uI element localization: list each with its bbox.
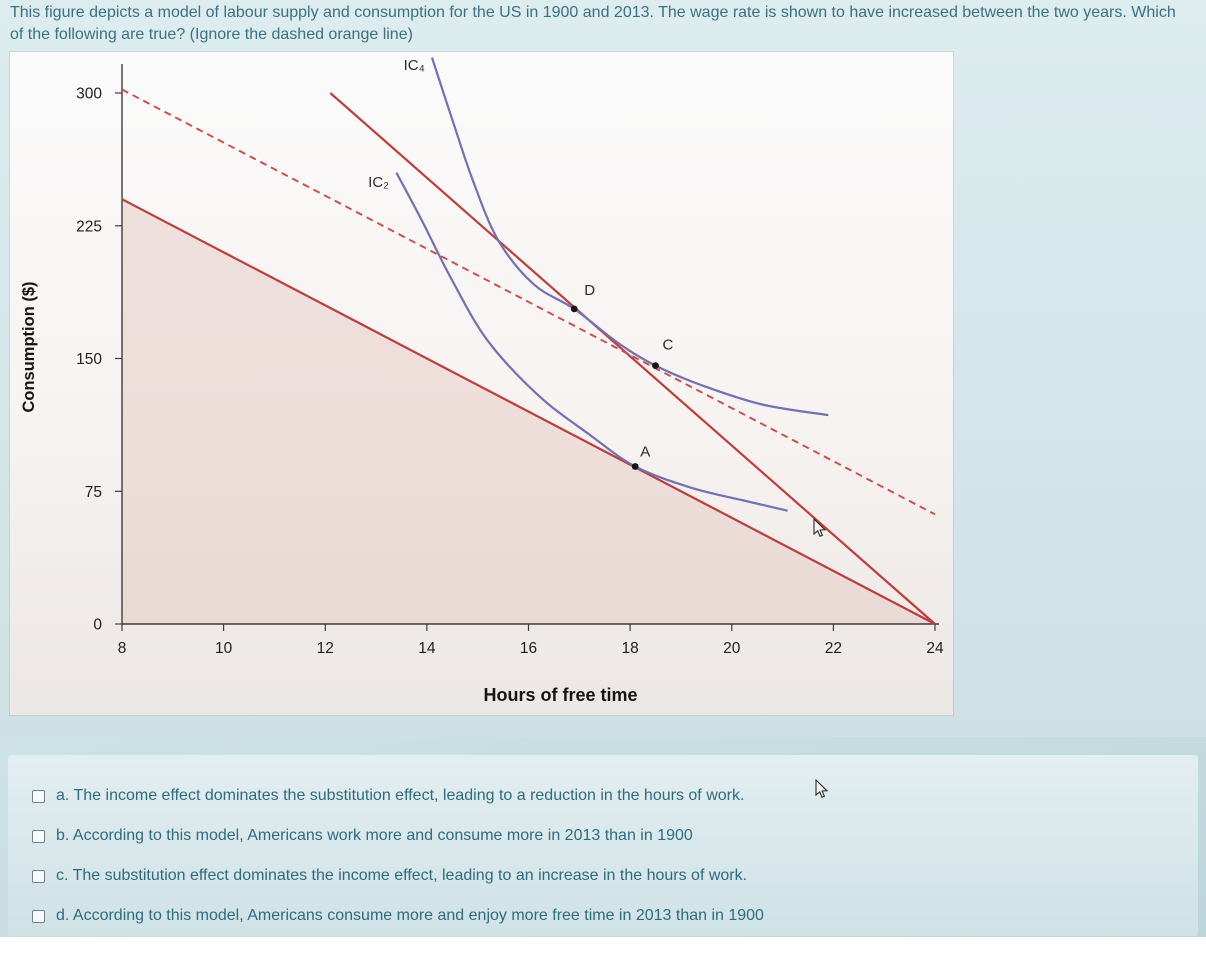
question-panel: This figure depicts a model of labour su… (0, 0, 1206, 737)
option-row-a[interactable]: a. The income effect dominates the subst… (32, 776, 1198, 816)
curve-label: IC₂ (368, 174, 389, 191)
dashed-reference-line (121, 88, 936, 516)
option-row-c[interactable]: c. The substitution effect dominates the… (32, 856, 1198, 896)
chart-svg: 0 75 150 225 300 8 10 12 14 16 18 20 22 24 A C D IC₂ IC₄ Ho… (20, 57, 944, 705)
option-label-b[interactable]: b. According to this model, Americans wo… (56, 827, 693, 844)
point-a (631, 463, 639, 470)
x-tick-label: 18 (621, 640, 638, 657)
y-tick-label: 300 (76, 86, 102, 103)
option-label-d[interactable]: d. According to this model, Americans co… (56, 907, 764, 924)
option-label-a[interactable]: a. The income effect dominates the subst… (56, 787, 745, 804)
x-tick-label: 8 (118, 640, 127, 657)
x-tick-label: 12 (317, 640, 334, 657)
budget-constraint-1900 (121, 198, 936, 625)
option-checkbox-b[interactable] (32, 829, 45, 843)
option-checkbox-c[interactable] (32, 869, 45, 883)
x-tick-label: 16 (520, 640, 537, 657)
budget-constraint-2013 (329, 92, 936, 625)
question-text: This figure depicts a model of labour su… (10, 4, 1176, 43)
point-label-c: C (663, 337, 674, 354)
option-checkbox-d[interactable] (32, 909, 45, 923)
x-tick-label: 20 (723, 640, 741, 657)
y-axis-title: Consumption ($) (20, 281, 38, 412)
point-c (652, 362, 659, 369)
x-tick-label: 10 (215, 640, 233, 657)
bottom-strip (0, 937, 1206, 954)
x-tick-label: 22 (825, 640, 842, 657)
y-tick-label: 150 (76, 351, 102, 368)
option-checkbox-a[interactable] (32, 789, 45, 803)
indifference-curve-4 (430, 57, 829, 417)
option-label-c[interactable]: c. The substitution effect dominates the… (56, 867, 748, 884)
answer-options-panel: a. The income effect dominates the subst… (8, 755, 1198, 936)
y-tick-label: 75 (85, 484, 102, 501)
point-label-a: A (640, 444, 650, 461)
x-tick-label: 14 (418, 640, 436, 657)
y-tick-label: 225 (76, 218, 102, 235)
labour-supply-chart: 0 75 150 225 300 8 10 12 14 16 18 20 22 24 A C D IC₂ IC₄ Ho… (10, 52, 953, 715)
indifference-curve-2 (395, 172, 788, 512)
option-row-b[interactable]: b. According to this model, Americans wo… (32, 816, 1198, 856)
x-tick-label: 24 (926, 640, 944, 657)
point-d (570, 305, 578, 313)
x-axis-title: Hours of free time (483, 685, 637, 705)
point-label-d: D (584, 282, 595, 299)
option-row-d[interactable]: d. According to this model, Americans co… (32, 896, 1198, 936)
y-tick-label: 0 (93, 617, 102, 634)
curve-label: IC₄ (404, 57, 425, 74)
